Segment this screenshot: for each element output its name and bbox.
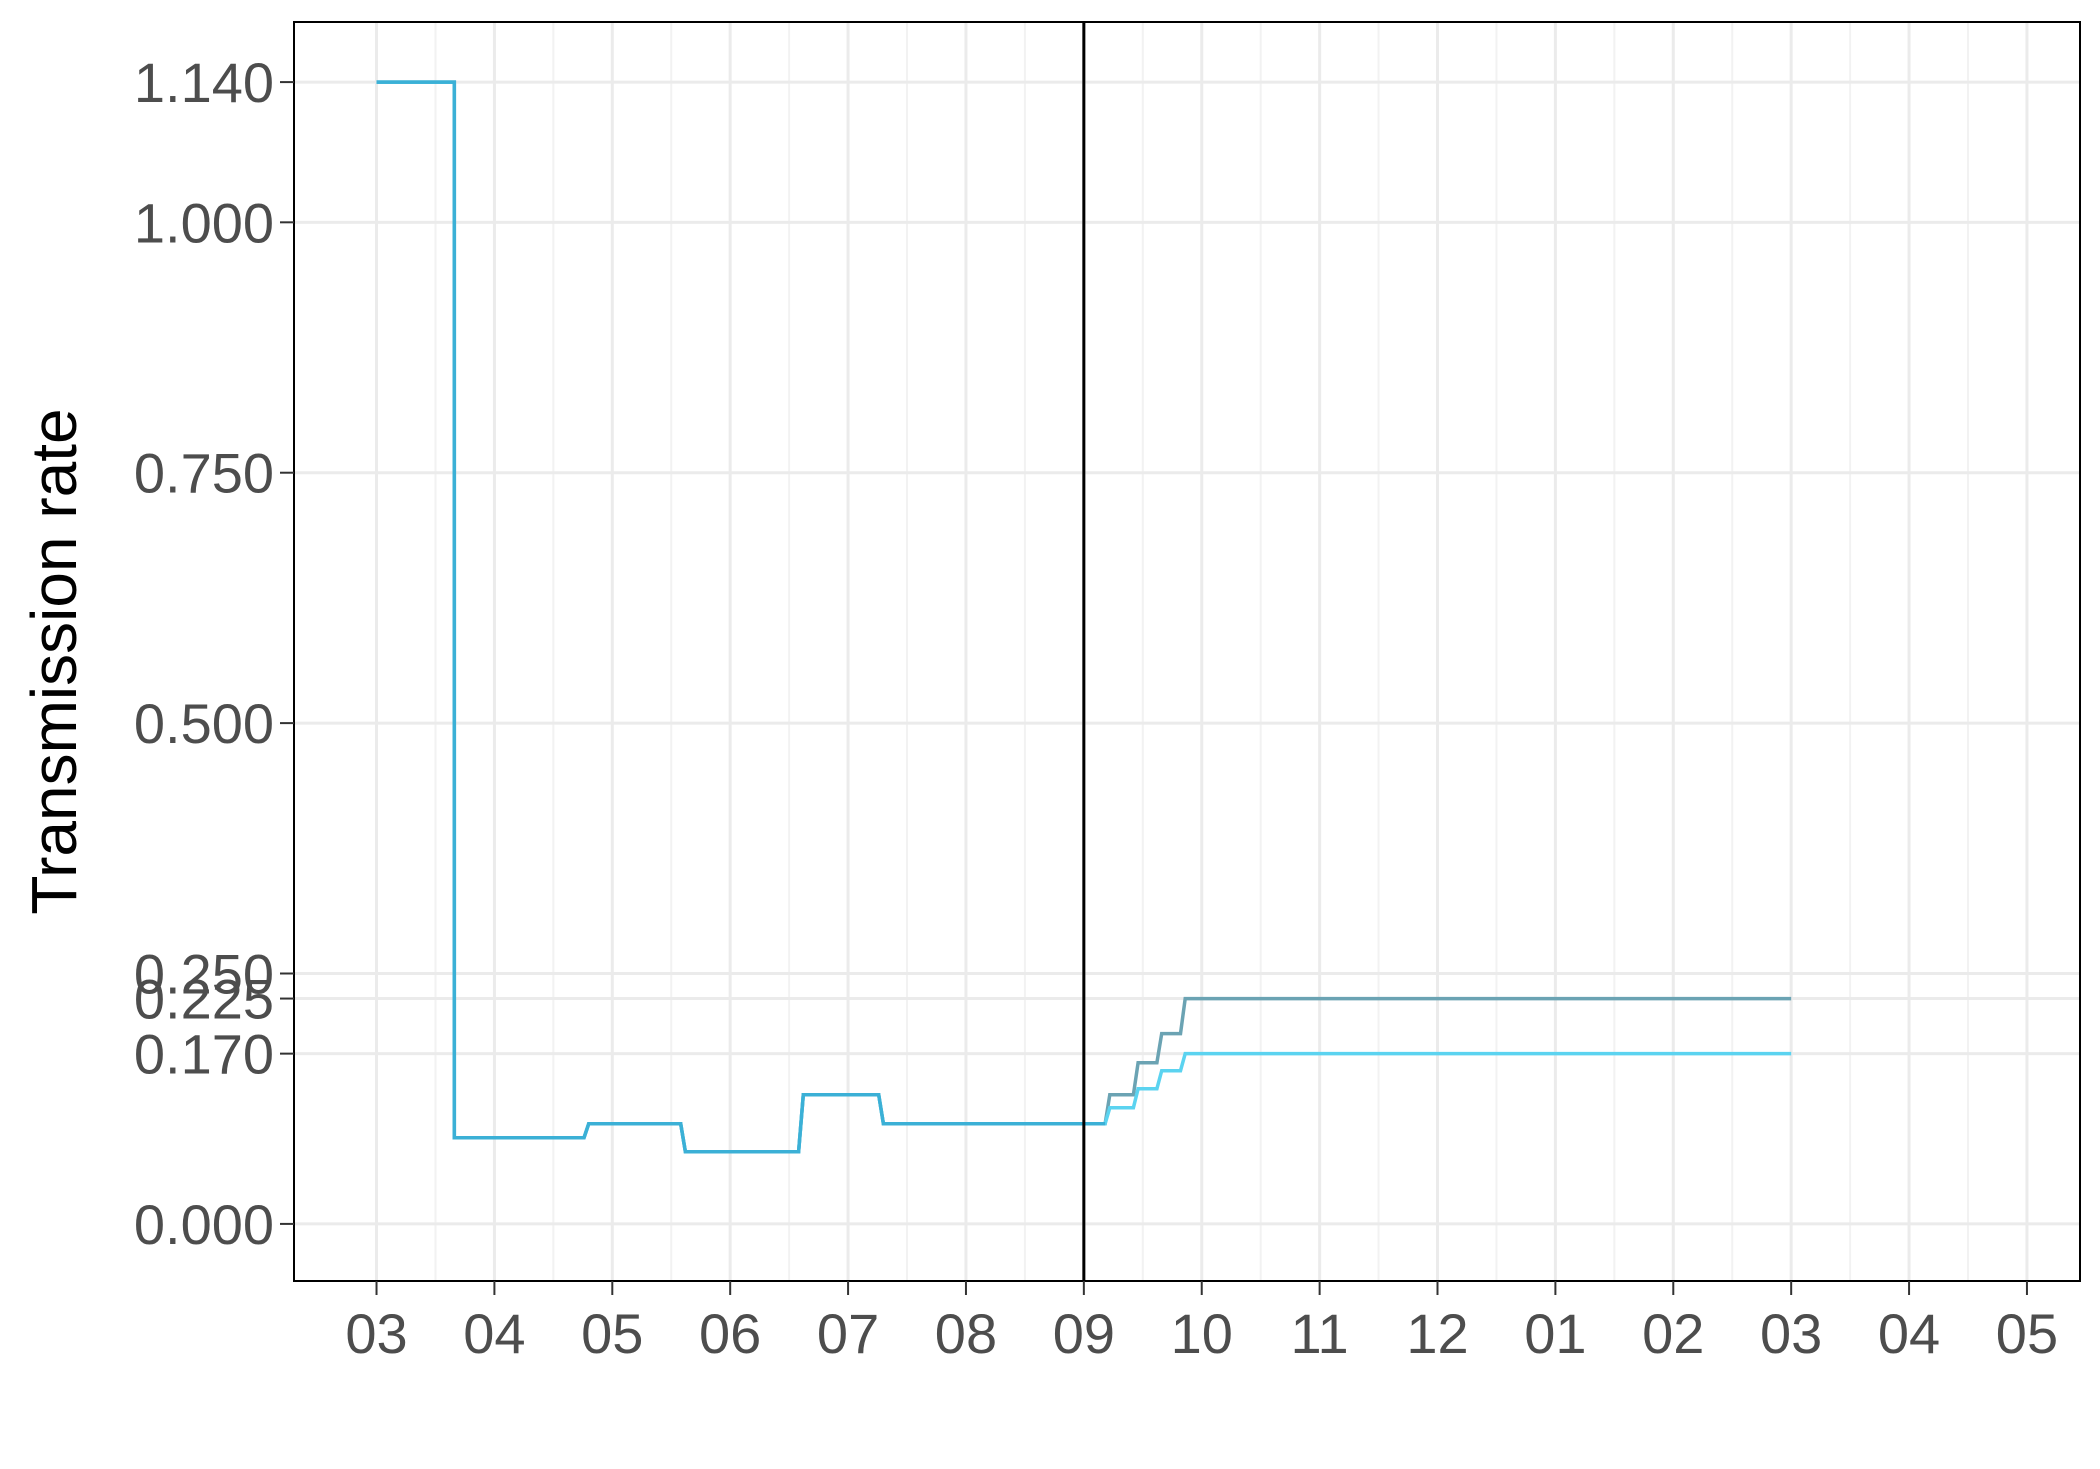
y-tick-label: 0.225 bbox=[134, 968, 274, 1031]
x-tick-label: 02 bbox=[1642, 1302, 1704, 1365]
x-tick-label: 06 bbox=[699, 1302, 761, 1365]
y-tick-label: 0.170 bbox=[134, 1023, 274, 1086]
y-tick-label: 0.250 bbox=[134, 943, 274, 1006]
x-tick-label: 12 bbox=[1406, 1302, 1468, 1365]
x-tick-label: 11 bbox=[1291, 1302, 1349, 1365]
x-tick-label: 04 bbox=[463, 1302, 525, 1365]
x-tick-label: 04 bbox=[1878, 1302, 1940, 1365]
y-tick-label: 1.000 bbox=[134, 191, 274, 254]
x-tick-label: 03 bbox=[345, 1302, 407, 1365]
grid-lines bbox=[294, 22, 2080, 1281]
y-axis-title: Transmission rate bbox=[18, 408, 90, 914]
x-tick-label: 05 bbox=[1996, 1302, 2058, 1365]
x-tick-label: 03 bbox=[1760, 1302, 1822, 1365]
x-tick-label: 07 bbox=[817, 1302, 879, 1365]
y-tick-label: 0.750 bbox=[134, 442, 274, 505]
plot-panel-border bbox=[293, 21, 2081, 1282]
x-tick-label: 08 bbox=[935, 1302, 997, 1365]
x-tick-label: 01 bbox=[1524, 1302, 1586, 1365]
y-tick-label: 0.500 bbox=[134, 692, 274, 755]
series-line-3 bbox=[376, 80, 1106, 1154]
y-tick-label: 0.000 bbox=[134, 1193, 274, 1256]
series-lines bbox=[376, 80, 1792, 1154]
x-tick-label: 09 bbox=[1053, 1302, 1115, 1365]
x-tick-label: 05 bbox=[581, 1302, 643, 1365]
x-axis: 03 04 05 06 07 08 09 10 11 12 01 02 03 04 05 bbox=[345, 1281, 2058, 1365]
y-tick-label: 1.140 bbox=[134, 51, 274, 114]
x-tick-label: 10 bbox=[1171, 1302, 1233, 1365]
